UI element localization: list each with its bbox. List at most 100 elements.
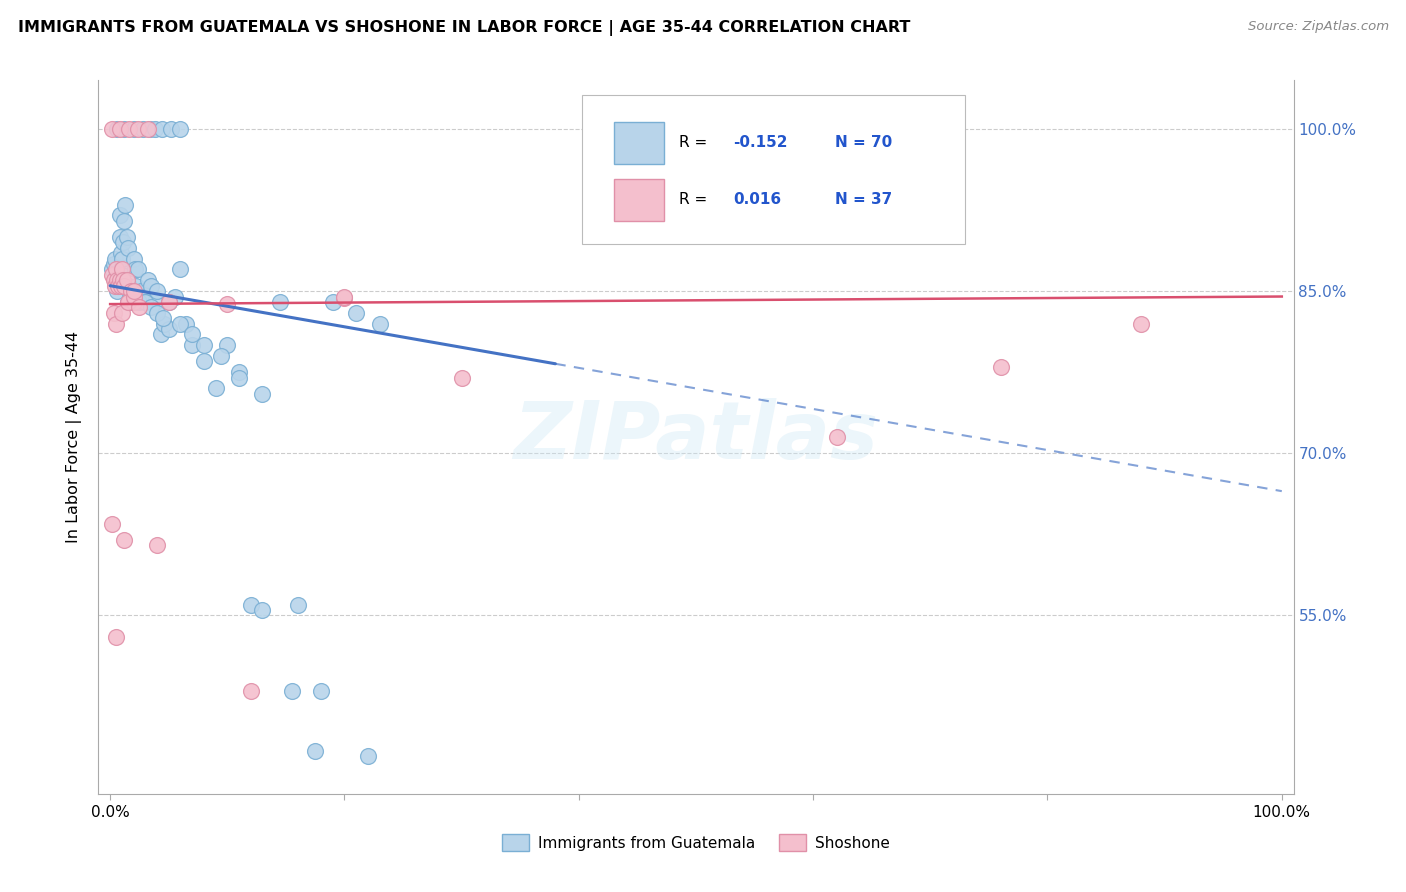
Point <box>193 354 215 368</box>
Point <box>124 262 146 277</box>
Point <box>122 294 145 309</box>
Point <box>128 294 150 309</box>
Point <box>105 273 128 287</box>
Point <box>132 122 155 136</box>
Point <box>115 230 138 244</box>
Point <box>112 533 135 547</box>
Point <box>101 268 124 282</box>
Text: -0.152: -0.152 <box>733 136 787 150</box>
Point <box>181 338 204 352</box>
Point <box>157 322 180 336</box>
Point <box>153 317 176 331</box>
Point <box>105 317 128 331</box>
Point <box>134 294 156 309</box>
Point <box>146 306 169 320</box>
Point <box>120 289 141 303</box>
Point <box>105 268 128 282</box>
Text: Source: ZipAtlas.com: Source: ZipAtlas.com <box>1249 20 1389 33</box>
Point <box>193 338 215 352</box>
Point <box>281 684 304 698</box>
Text: N = 37: N = 37 <box>835 193 891 207</box>
Point <box>118 294 141 309</box>
Point <box>143 122 166 136</box>
Point <box>111 262 134 277</box>
Point <box>252 603 274 617</box>
Point <box>110 278 132 293</box>
Point <box>117 241 139 255</box>
Point <box>110 262 132 277</box>
Point <box>211 349 233 363</box>
Point <box>239 684 262 698</box>
Point <box>105 273 128 287</box>
Point <box>127 122 149 136</box>
Point <box>160 122 183 136</box>
Point <box>990 359 1012 374</box>
Point <box>103 306 125 320</box>
Point <box>141 278 163 293</box>
Point <box>149 327 172 342</box>
Text: R =: R = <box>679 193 713 207</box>
Point <box>304 744 326 758</box>
Point <box>181 327 204 342</box>
Point <box>450 370 472 384</box>
Legend: Immigrants from Guatemala, Shoshone: Immigrants from Guatemala, Shoshone <box>496 828 896 857</box>
Point <box>120 294 142 309</box>
Point <box>112 278 135 293</box>
Point <box>129 284 152 298</box>
Text: 0.016: 0.016 <box>733 193 782 207</box>
Point <box>217 297 239 311</box>
Point <box>101 516 124 531</box>
Point <box>128 301 150 315</box>
Y-axis label: In Labor Force | Age 35-44: In Labor Force | Age 35-44 <box>66 331 83 543</box>
Point <box>104 278 127 293</box>
Point <box>125 278 148 293</box>
Point <box>101 122 124 136</box>
Point <box>204 381 226 395</box>
Point <box>163 289 186 303</box>
Point <box>103 273 125 287</box>
Point <box>105 262 128 277</box>
Point <box>269 294 291 309</box>
Point <box>118 122 141 136</box>
Point <box>127 262 149 277</box>
Point <box>122 122 145 136</box>
Point <box>252 387 274 401</box>
FancyBboxPatch shape <box>613 178 664 221</box>
Point <box>122 289 145 303</box>
Point <box>368 317 391 331</box>
Text: R =: R = <box>679 136 713 150</box>
Point <box>112 235 135 250</box>
Point <box>174 317 197 331</box>
Point <box>141 301 163 315</box>
Text: N = 70: N = 70 <box>835 136 891 150</box>
Point <box>114 197 136 211</box>
Point <box>117 294 139 309</box>
Point <box>139 122 162 136</box>
Point <box>357 749 380 764</box>
Point <box>333 289 356 303</box>
Point <box>101 262 124 277</box>
Point <box>107 278 129 293</box>
Point <box>333 291 356 305</box>
Point <box>287 598 309 612</box>
Point <box>111 268 134 282</box>
Text: ZIPatlas: ZIPatlas <box>513 398 879 476</box>
Point <box>146 538 169 552</box>
Point <box>169 122 191 136</box>
Point <box>146 284 169 298</box>
Point <box>115 273 138 287</box>
Point <box>108 122 131 136</box>
Point <box>112 273 135 287</box>
Point <box>112 122 135 136</box>
Point <box>825 430 848 444</box>
Point <box>103 257 125 271</box>
Point <box>134 294 156 309</box>
Point <box>108 209 131 223</box>
Point <box>104 252 127 266</box>
Point <box>105 284 128 298</box>
Point <box>122 252 145 266</box>
FancyBboxPatch shape <box>582 95 965 244</box>
Point <box>136 273 159 287</box>
Point <box>169 317 191 331</box>
Point <box>122 294 145 309</box>
